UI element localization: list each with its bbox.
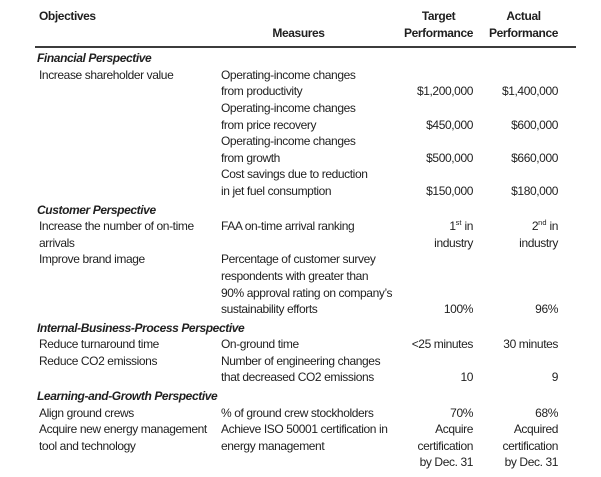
actual-cell: $180,000 — [511, 183, 558, 198]
measure-cell: Operating-income changes from productivi… — [221, 67, 356, 99]
target-cell: 10 — [460, 370, 473, 385]
measure-cell: Number of engineering changes that decre… — [221, 353, 381, 385]
target-cell: $1,200,000 — [416, 84, 473, 99]
actual-cell: 9 — [551, 370, 559, 385]
measure-cell: Cost savings due to reduction in jet fue… — [221, 167, 368, 198]
target-cell: $450,000 — [426, 117, 473, 132]
objective-cell: Reduce CO2 emissions — [39, 353, 158, 368]
section-title-learning-and-growth: Learning-and-Growth Perspective — [37, 389, 218, 404]
header-actual-text: Actual Performance — [489, 9, 558, 40]
actual-cell: $1,400,000 — [501, 84, 558, 99]
row-turnaround-time: Reduce turnaround time On-ground time <2… — [35, 336, 576, 353]
measure-cell: Operating-income changes from price reco… — [221, 100, 356, 132]
row-on-time-arrivals: Increase the number of on-time arrivals … — [35, 218, 576, 251]
measure-cell: Percentage of customer survey respondent… — [221, 252, 393, 317]
target-cell: $500,000 — [426, 150, 473, 165]
header-measures: Measures — [272, 25, 325, 40]
measure-cell: On-ground time — [221, 337, 299, 352]
objective-cell: Increase the number of on-time arrivals — [39, 219, 194, 250]
target-cell: Acquire certification by Dec. 31 — [417, 422, 474, 470]
section-title-financial: Financial Perspective — [37, 51, 152, 66]
header-objectives: Objectives — [39, 9, 96, 23]
actual-cell: 68% — [535, 405, 558, 420]
table-header-row: Objectives Measures Target Performance A… — [35, 8, 576, 41]
target-cell: 70% — [450, 405, 473, 420]
measure-cell: Operating-income changes from growth — [221, 134, 356, 165]
section-title-customer: Customer Perspective — [37, 202, 156, 217]
section-title-internal-business-process: Internal-Business-Process Perspective — [37, 320, 245, 335]
actual-cell: 2nd in industry — [473, 218, 576, 251]
row-co2-emissions: Reduce CO2 emissions Number of engineeri… — [35, 353, 576, 386]
row-brand-image: Improve brand image Percentage of custom… — [35, 251, 576, 317]
row-operating-income-price-recovery: Operating-income changes from price reco… — [35, 100, 576, 133]
header-actual-performance: Actual Performance — [473, 8, 576, 41]
rank-value: 2nd in industry — [519, 218, 558, 250]
measure-cell: % of ground crew stockholders — [221, 405, 374, 420]
actual-cell: Acquired certification by Dec. 31 — [502, 422, 559, 470]
objective-cell: Align ground crews — [39, 405, 134, 420]
ordinal-suffix: nd — [538, 218, 547, 228]
ordinal-suffix: st — [455, 218, 462, 228]
measure-cell: Achieve ISO 50001 certification in energ… — [221, 422, 388, 453]
header-divider-rule — [35, 46, 576, 49]
measure-cell: FAA on-time arrival ranking — [221, 219, 355, 234]
actual-cell: 30 minutes — [503, 337, 558, 352]
target-cell: 1st in industry — [400, 218, 473, 251]
target-cell: 100% — [443, 302, 473, 317]
actual-cell: $600,000 — [511, 117, 558, 132]
rank-value: 1st in industry — [434, 218, 473, 250]
row-operating-income-productivity: Increase shareholder value Operating-inc… — [35, 67, 576, 100]
objective-cell: Increase shareholder value — [39, 67, 174, 82]
objective-cell: Improve brand image — [39, 252, 145, 267]
target-cell: $150,000 — [426, 183, 473, 198]
actual-cell: 96% — [535, 302, 558, 317]
row-operating-income-growth: Operating-income changes from growth $50… — [35, 133, 576, 166]
actual-cell: $660,000 — [511, 150, 558, 165]
row-align-ground-crews: Align ground crews % of ground crew stoc… — [35, 405, 576, 422]
objective-cell: Reduce turnaround time — [39, 337, 159, 352]
objective-cell: Acquire new energy management tool and t… — [39, 422, 207, 453]
target-cell: <25 minutes — [411, 337, 474, 352]
row-energy-management-iso-50001: Acquire new energy management tool and t… — [35, 421, 576, 471]
header-target-text: Target Performance — [404, 9, 473, 40]
row-jet-fuel-cost-savings: Cost savings due to reduction in jet fue… — [35, 166, 576, 199]
header-target-performance: Target Performance — [400, 8, 473, 41]
